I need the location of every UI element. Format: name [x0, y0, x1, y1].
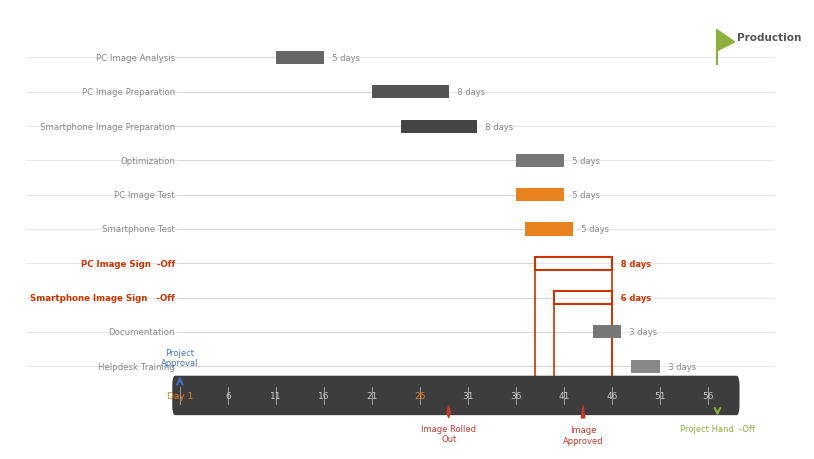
Text: 56: 56 [702, 391, 714, 400]
FancyBboxPatch shape [631, 360, 660, 373]
Text: Production: Production [737, 33, 801, 43]
FancyBboxPatch shape [526, 223, 573, 236]
Text: Day 1: Day 1 [167, 391, 193, 400]
Text: 11: 11 [270, 391, 282, 400]
Text: 16: 16 [318, 391, 330, 400]
Text: Smartphone Test: Smartphone Test [103, 225, 175, 234]
Text: 8 days: 8 days [480, 122, 514, 131]
Text: 51: 51 [654, 391, 666, 400]
Text: Optimization: Optimization [120, 157, 175, 166]
Text: 36: 36 [510, 391, 522, 400]
FancyBboxPatch shape [372, 86, 449, 99]
Text: Smartphone Image Sign   -Off: Smartphone Image Sign -Off [30, 293, 175, 302]
Text: 6: 6 [225, 391, 231, 400]
Text: 5 days: 5 days [576, 225, 610, 234]
Polygon shape [581, 406, 584, 418]
Polygon shape [717, 31, 735, 51]
Polygon shape [447, 406, 450, 418]
Text: 3 days: 3 days [624, 328, 658, 337]
Text: Image Rolled
Out: Image Rolled Out [421, 424, 476, 443]
Text: 41: 41 [558, 391, 570, 400]
FancyBboxPatch shape [276, 52, 324, 65]
FancyBboxPatch shape [173, 376, 739, 415]
Text: 26: 26 [414, 391, 426, 400]
Text: Documentation: Documentation [108, 328, 175, 337]
FancyBboxPatch shape [593, 326, 621, 339]
Text: 5 days: 5 days [567, 191, 600, 200]
Text: 8 days: 8 days [452, 88, 484, 97]
Text: 8 days: 8 days [615, 259, 651, 268]
Text: 21: 21 [366, 391, 378, 400]
FancyBboxPatch shape [400, 120, 478, 133]
Text: PC Image Preparation: PC Image Preparation [82, 88, 175, 97]
FancyBboxPatch shape [516, 155, 564, 168]
Text: Smartphone Image Preparation: Smartphone Image Preparation [40, 122, 175, 131]
Text: 6 days: 6 days [615, 293, 651, 302]
Text: Helpdesk Training: Helpdesk Training [98, 362, 175, 371]
Text: PC Image Test: PC Image Test [115, 191, 175, 200]
FancyBboxPatch shape [516, 189, 564, 202]
Text: Project Hand  -Off: Project Hand -Off [680, 424, 755, 433]
Text: 5 days: 5 days [567, 157, 600, 166]
Text: Image
Approved: Image Approved [562, 425, 603, 445]
Text: 5 days: 5 days [326, 54, 360, 63]
Text: PC Image Sign  -Off: PC Image Sign -Off [81, 259, 175, 268]
Text: PC Image Analysis: PC Image Analysis [96, 54, 175, 63]
Text: 31: 31 [462, 391, 474, 400]
Text: 46: 46 [606, 391, 618, 400]
Text: Project
Approval: Project Approval [161, 348, 199, 367]
Text: 3 days: 3 days [663, 362, 696, 371]
